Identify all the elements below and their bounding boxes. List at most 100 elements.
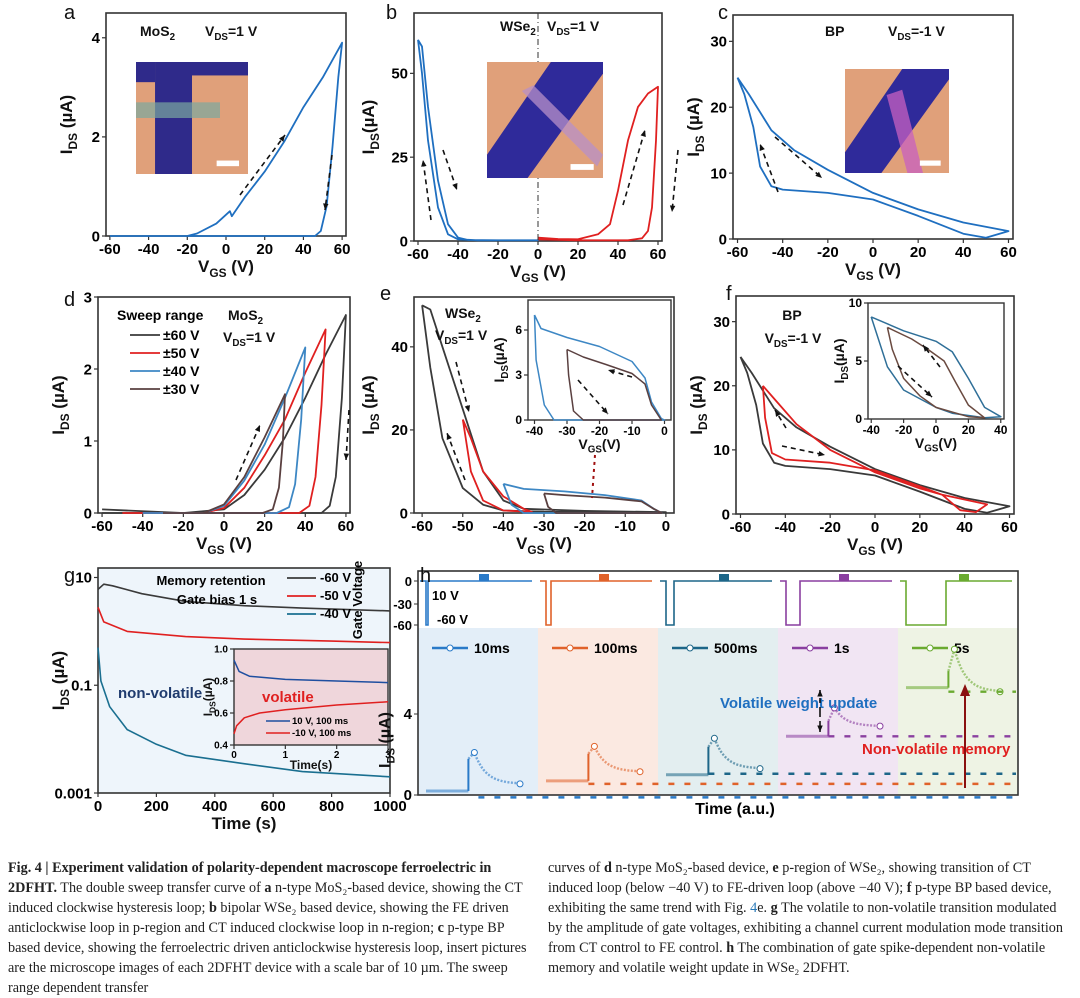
caption-right-body: curves of d n-type MoS₂-based device, e … — [548, 860, 1063, 976]
x-tick-label: -60 — [411, 518, 433, 535]
dashed-arrow — [622, 129, 646, 206]
series-line--40 V — [97, 647, 391, 778]
y-tick-label: 0 — [400, 233, 408, 250]
y-tick-label: 50 — [391, 66, 408, 83]
series-line-BP sweep — [736, 77, 1010, 239]
data-point — [950, 645, 958, 653]
y-tick-label: 3 — [84, 289, 92, 306]
x-tick-label: -60 — [727, 244, 749, 261]
inset-g: 0 1 2 3 0.4 0.6 0.8 1.0 Time(s) IDS(µA) volatile 10… — [201, 645, 391, 773]
x-tick-label: 20 — [256, 518, 273, 535]
legend-marker — [926, 644, 934, 652]
x-tick-label: -10 — [614, 518, 636, 535]
plot-frame — [417, 570, 1019, 796]
spike-train-100ms — [599, 574, 609, 581]
volatile-weight-update-label: Volatile weight update — [720, 695, 877, 712]
y-tick-label: 0.1 — [71, 677, 92, 694]
dashed-arrow — [239, 134, 286, 196]
x-tick-label: 0 — [231, 750, 237, 761]
gate-annotation-10v: 10 V — [432, 588, 459, 603]
y-axis-label: IDS(µA) — [491, 337, 511, 382]
x-tick-label: -40 — [132, 518, 154, 535]
ids-decay-5s — [947, 644, 1001, 693]
dashed-arrow — [897, 365, 933, 398]
panel-label-g: g — [64, 565, 75, 587]
arrow-head-icon — [669, 205, 676, 212]
gate-pulse-10ms — [420, 580, 532, 626]
x-tick-label: 20 — [256, 241, 273, 258]
gate-label-group: Gate Voltage — [350, 561, 365, 640]
electrode-gap — [192, 62, 248, 76]
x-tick-label: -40 — [772, 244, 794, 261]
caption-text: curves of — [548, 860, 604, 876]
arrow-head-icon — [759, 144, 765, 151]
x-axis-label: Time (a.u.) — [695, 801, 775, 818]
x-tick-label: 40 — [955, 244, 972, 261]
bias-label: VDS=-1 V — [765, 330, 822, 350]
inset-bg — [868, 303, 1004, 419]
x-axis-label: VGS (V) — [845, 260, 901, 283]
caption-text: The combination of gate spike-dependent … — [548, 940, 1046, 976]
figure-link[interactable]: 4 — [750, 900, 758, 916]
legend-marker — [566, 644, 574, 652]
y-axis-label: IDS(µA) — [831, 338, 851, 383]
arrow-head-icon — [640, 130, 646, 137]
caption-text: p-region of WSe₂, showing transition of … — [548, 860, 1031, 896]
y-axis-label: IDS (µA) — [687, 375, 710, 434]
panel-label-d: d — [64, 289, 75, 311]
dashed-arrow — [922, 344, 941, 368]
flake — [136, 102, 220, 118]
data-point — [830, 704, 838, 712]
legend-label: -60 V — [320, 570, 351, 585]
x-tick-label: -20 — [819, 519, 841, 536]
data-point — [516, 780, 524, 788]
flake — [521, 85, 603, 167]
ids-decay-1s — [827, 704, 881, 727]
x-tick-label: 20 — [962, 423, 976, 437]
x-tick-label: 60 — [334, 241, 351, 258]
y-tick-label: 0 — [719, 231, 727, 248]
x-tick-label: -60 — [91, 518, 113, 535]
y-tick-label: 2 — [92, 129, 100, 146]
x-tick-label: 40 — [295, 241, 312, 258]
arrow-head-icon — [323, 203, 329, 210]
x-tick-label: -20 — [895, 423, 913, 437]
x-tick-label: -40 — [138, 241, 160, 258]
x-tick-label: -30 — [558, 424, 576, 438]
x-axis-label: Time (s) — [212, 814, 277, 833]
caption-panel-ref: h — [726, 940, 735, 956]
material-label: MoS2 — [228, 307, 264, 327]
x-tick-label: -20 — [176, 241, 198, 258]
y-axis-label: IDS (µA) — [57, 95, 80, 154]
y-tick-label: 4 — [92, 30, 101, 47]
y-tick-label: 0.001 — [54, 785, 92, 802]
panel-e: -60 -50 -40 -30 -20 -10 0 0 20 40 VGS (V) IDS (µA) W… — [359, 296, 675, 557]
caption-title: Fig. 4 | Experiment validation of polari… — [8, 860, 492, 896]
x-tick-label: -20 — [173, 518, 195, 535]
x-tick-label: -10 — [623, 424, 641, 438]
dashed-arrow — [671, 149, 679, 213]
gate-pulse-500ms — [660, 580, 772, 626]
annotation: Gate bias 1 s — [177, 592, 257, 607]
arrow-head-icon — [923, 345, 930, 352]
series-line--10 V, 100 ms — [233, 701, 389, 735]
legend-label: -50 V — [320, 588, 351, 603]
legend-label: 1s — [834, 640, 850, 656]
y-tick-label: 0 — [400, 505, 408, 522]
y-tick-label: 2 — [84, 361, 92, 378]
series-line-10 V, 100 ms — [233, 659, 389, 684]
y-tick-label: 0.6 — [214, 709, 228, 720]
dashed-arrow — [455, 361, 470, 413]
y-tick-label: 0 — [92, 228, 100, 245]
y-axis-label: IDS (µA) — [49, 375, 72, 434]
spike-train-10ms — [479, 574, 489, 581]
caption-text: p-type BP based device, showing the ferr… — [8, 920, 527, 996]
x-tick-label: 0 — [661, 424, 668, 438]
x-tick-label: 1000 — [373, 798, 406, 815]
y-tick-label: 0.8 — [214, 677, 228, 688]
x-axis-label: VGS (V) — [847, 535, 903, 558]
data-point — [876, 722, 884, 730]
x-tick-label: -40 — [774, 519, 796, 536]
